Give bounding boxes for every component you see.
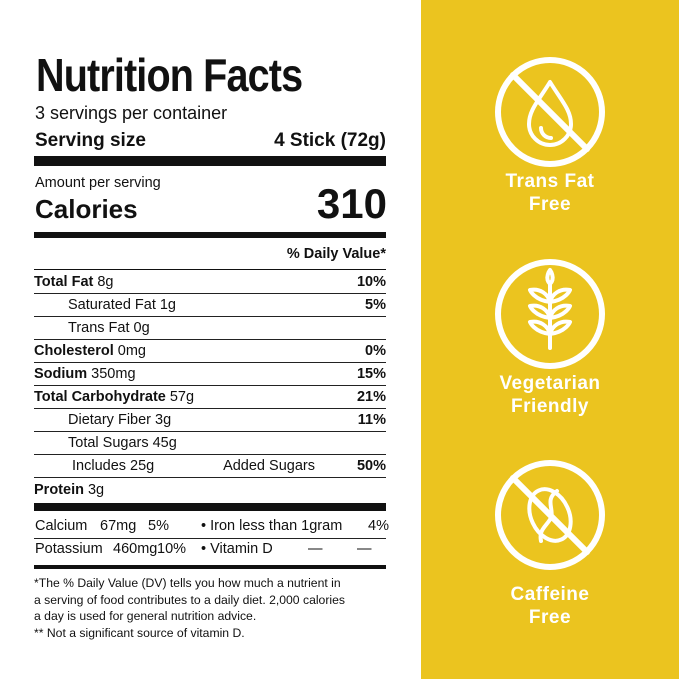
nutrient-row: Cholesterol 0mg 0% [34,340,386,363]
nutrient-amount: 57g [169,389,195,405]
nutrient-name: Dietary Fiber [68,412,151,428]
nutrient-dv: 15% [356,366,386,382]
daily-value-header: % Daily Value* [286,246,386,262]
nutrient-amount: 0mg [117,343,146,359]
badge-line: Friendly [511,396,589,417]
drop-icon [527,80,573,147]
nutrient-row: Sodium 350mg 15% [34,363,386,386]
amount-per-serving: Amount per serving [35,175,161,191]
mineral-amount: 460mg [113,541,158,557]
nutrient-name: Sodium [34,366,88,382]
nutrient-dv: 10% [356,274,386,290]
title: Nutrition Facts [36,49,303,101]
nutrient-row: Total Carbohydrate 57g 21% [34,386,386,409]
plant-icon [528,268,572,350]
nutrient-amount: 1g [159,297,176,313]
badge-icons [495,57,605,570]
mineral-dv: 5% [148,518,169,534]
mineral-dv: — [357,541,372,557]
footnote-line: ** Not a significant source of vitamin D… [34,626,245,641]
nutrient-row: Saturated Fat 1g 5% [34,294,386,317]
badge-label: Vegetarian Friendly [421,372,679,418]
servings: 3 servings per container [35,103,228,123]
nutrient-name: Includes 25g [72,458,155,474]
nutrient-dv: 50% [356,458,386,474]
mineral-dv: 10% [157,541,187,557]
nutrient-dv: 11% [357,412,386,428]
nutrient-dv: 0% [365,343,386,359]
nutrient-row: Total Sugars 45g [34,432,386,455]
nutrient-name: Total Sugars [68,435,149,451]
nutrient-name: Total Carbohydrate [34,389,166,405]
serving-size: 4 Stick (72g) [274,130,386,151]
mineral-row: Potassium 460mg 10% • Vitamin D — — [34,538,390,561]
mineral-name: Calcium [35,518,88,534]
thick-rule [34,503,386,511]
badge-line: Free [528,194,572,215]
nutrient-row: Protein 3g [34,478,386,501]
calories-label: Calories [35,194,138,224]
nutrient-row: Total Fat 8g 10% [34,271,386,294]
nutrient-name: Cholesterol [34,343,114,359]
mineral-amount: 67mg [100,518,137,534]
mineral-name: • Iron less than 1gram [201,518,343,534]
mineral-amount: — [308,541,323,557]
calories: 310 [316,180,387,227]
nutrient-amount: 45g [152,435,177,451]
badge-label: Trans Fat Free [421,170,679,216]
badge-line: Caffeine [510,584,590,605]
thick-rule [34,156,386,166]
mineral-name: • Vitamin D [201,541,273,557]
mineral-row: Calcium 67mg 5% • Iron less than 1gram 4… [34,515,389,539]
rule [34,269,386,270]
nutrient-name: Trans Fat [68,320,130,336]
bean-icon [527,487,573,543]
badge-line: Free [528,607,572,628]
nutrient-amount: Added Sugars [223,458,315,474]
slash [510,72,590,152]
nutrient-amount: 350mg [91,366,136,382]
badge-line: Trans Fat [505,171,595,192]
nutrient-row: Dietary Fiber 3g 11% [34,409,386,432]
footnote-line: a day is used for general nutrition advi… [34,609,257,624]
thick-rule [34,565,386,569]
drop-shine [539,126,553,140]
mineral-dv: 4% [368,518,389,534]
nutrient-amount: 8g [97,274,114,290]
nutrient-dv: 21% [356,389,386,405]
badge-circle [495,259,605,369]
nutrient-row: Trans Fat 0g [34,317,386,340]
nutrient-dv: 5% [365,297,386,313]
footnote-line: *The % Daily Value (DV) tells you how mu… [34,576,341,590]
footnote-line: a serving of food contributes to a daily… [34,592,345,607]
nutrient-amount: 0g [133,320,150,336]
nutrient-row: Includes 25g Added Sugars 50% [34,455,386,478]
badge-label: Caffeine Free [421,583,679,629]
mineral-name: Potassium [35,541,103,557]
nutrient-amount: 3g [155,412,172,428]
footnote: *The % Daily Value (DV) tells you how mu… [34,575,345,642]
badge-circle [495,460,605,570]
nutrient-name: Protein [34,481,84,498]
nutrient-amount: 3g [87,481,105,498]
badge-line: Vegetarian [499,373,601,394]
badge-panel: Trans Fat Free Vegetarian Friendly Caffein… [421,0,679,679]
thick-rule [34,232,386,238]
nutrient-name: Total Fat [34,274,94,290]
nutrient-name: Saturated Fat [68,297,156,313]
serving-size-label: Serving size [35,130,146,151]
badge-circle [495,57,605,167]
